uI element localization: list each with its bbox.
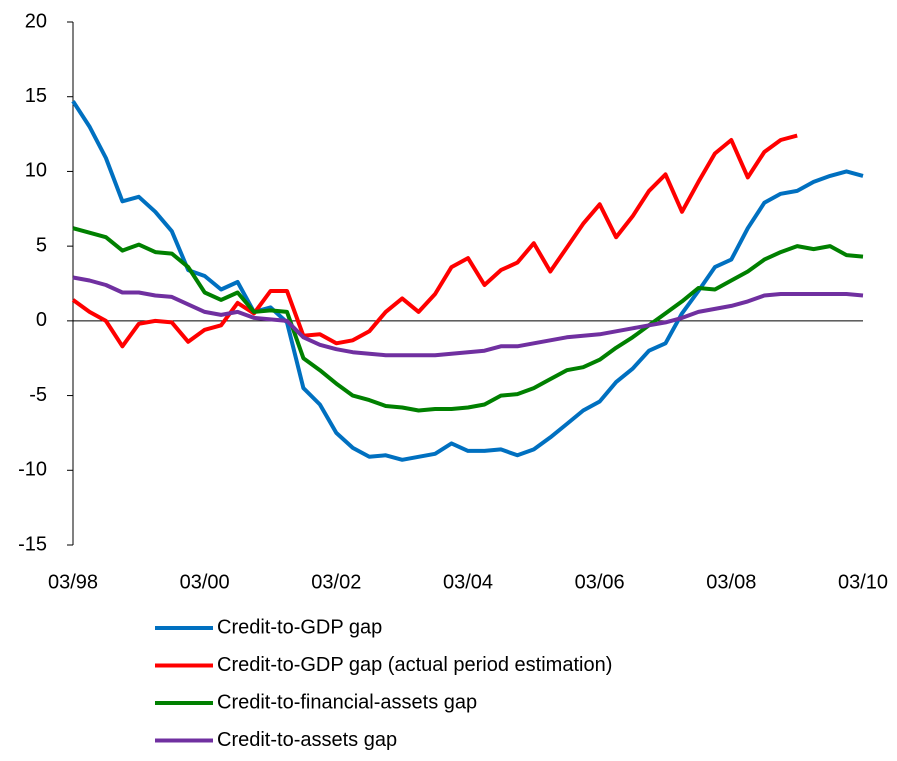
series-line <box>71 100 864 462</box>
legend-label: Credit-to-assets gap <box>217 729 397 751</box>
series-line <box>72 275 864 358</box>
series-line <box>72 226 864 413</box>
x-tick-label: 03/10 <box>838 571 888 593</box>
y-tick-label: 0 <box>36 309 47 331</box>
y-tick-label: 5 <box>36 234 47 256</box>
y-tick-label: 20 <box>25 10 47 32</box>
y-tick-label: -5 <box>29 384 47 406</box>
y-tick-label: 10 <box>25 160 47 182</box>
legend-label: Credit-to-GDP gap (actual period estimat… <box>217 654 612 676</box>
legend-label: Credit-to-financial-assets gap <box>217 691 477 713</box>
x-tick-label: 03/06 <box>575 571 625 593</box>
y-tick-label: -10 <box>18 459 47 481</box>
x-tick-label: 03/04 <box>443 571 493 593</box>
x-tick-label: 03/08 <box>706 571 756 593</box>
series-line <box>71 133 798 349</box>
x-tick-label: 03/00 <box>180 571 230 593</box>
y-tick-label: 15 <box>25 85 47 107</box>
y-tick-label: -15 <box>18 533 47 555</box>
x-tick-label: 03/02 <box>311 571 361 593</box>
x-tick-label: 03/98 <box>48 571 98 593</box>
legend-label: Credit-to-GDP gap <box>217 616 382 638</box>
